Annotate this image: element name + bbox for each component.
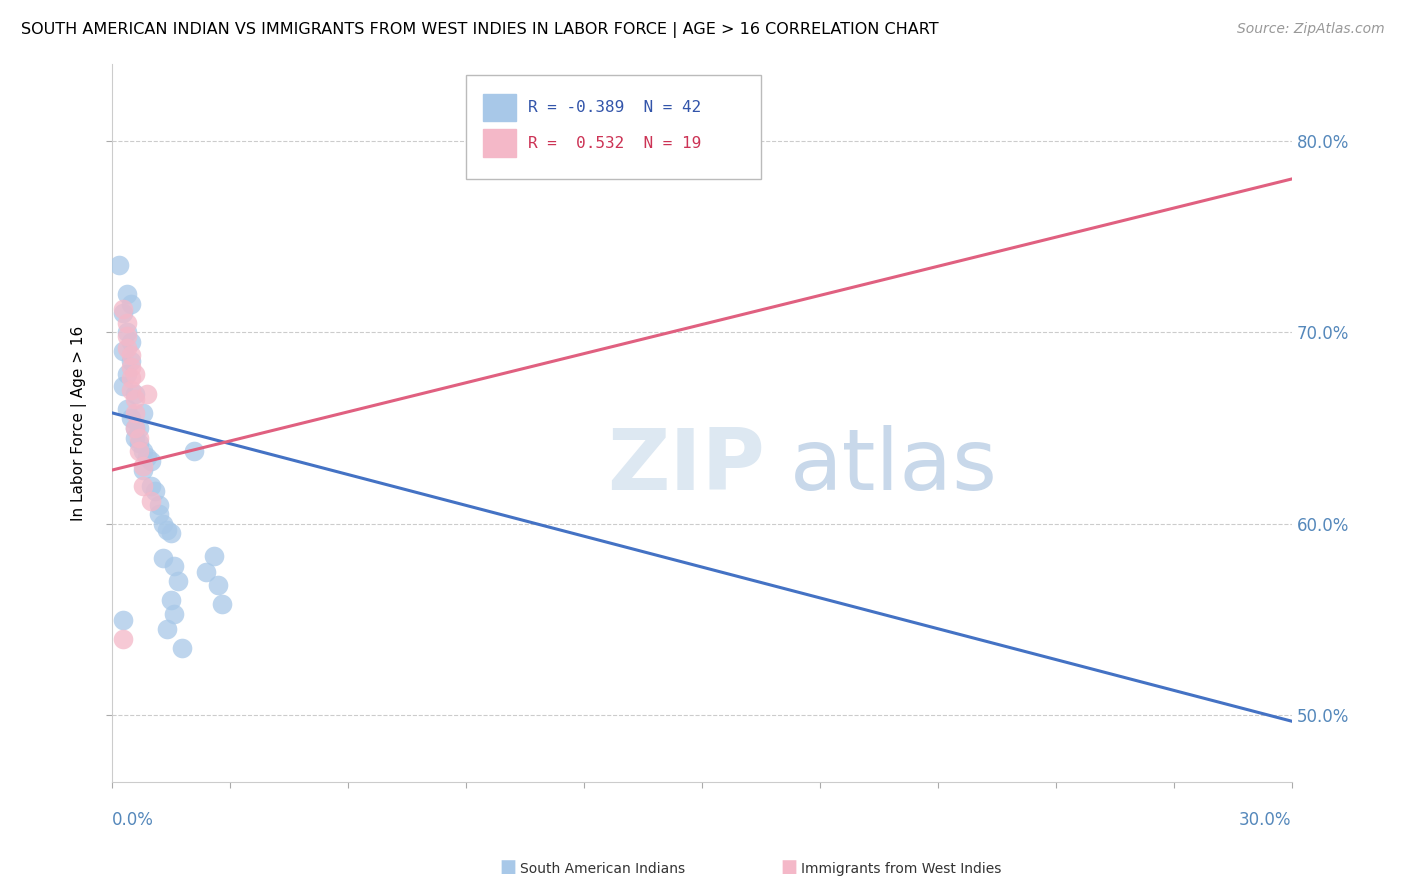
Point [124, 421, 146, 435]
Point [117, 329, 139, 343]
Point [124, 421, 146, 435]
Point [120, 348, 142, 362]
Point [136, 386, 159, 401]
Point [148, 508, 170, 522]
Point [117, 316, 139, 330]
Point [132, 406, 155, 420]
Point [112, 379, 135, 393]
Text: 30.0%: 30.0% [1239, 811, 1292, 830]
Point [211, 597, 233, 611]
Text: Immigrants from West Indies: Immigrants from West Indies [801, 862, 1002, 876]
Point [117, 368, 139, 382]
Text: SOUTH AMERICAN INDIAN VS IMMIGRANTS FROM WEST INDIES IN LABOR FORCE | AGE > 16 C: SOUTH AMERICAN INDIAN VS IMMIGRANTS FROM… [21, 22, 939, 38]
Point [132, 463, 155, 477]
Point [139, 478, 162, 492]
Point [112, 302, 135, 317]
Point [139, 493, 162, 508]
Point [120, 411, 142, 425]
Point [132, 478, 155, 492]
Point [132, 444, 155, 458]
Point [202, 549, 225, 564]
FancyBboxPatch shape [465, 75, 761, 179]
Point [124, 406, 146, 420]
Text: ■: ■ [780, 858, 797, 876]
Point [124, 368, 146, 382]
Text: ■: ■ [499, 858, 516, 876]
Point [120, 334, 142, 349]
Point [143, 484, 166, 499]
Point [128, 421, 150, 435]
Point [112, 632, 135, 646]
Text: ZIP: ZIP [607, 425, 765, 508]
Point [112, 306, 135, 320]
Point [117, 401, 139, 416]
Point [163, 559, 186, 574]
Y-axis label: In Labor Force | Age > 16: In Labor Force | Age > 16 [72, 326, 87, 521]
Point [120, 371, 142, 385]
Point [128, 444, 150, 458]
Point [132, 459, 155, 474]
Point [128, 436, 150, 450]
Point [148, 498, 170, 512]
Point [172, 641, 194, 656]
Point [120, 383, 142, 397]
Point [194, 565, 217, 579]
Point [117, 287, 139, 301]
Point [139, 453, 162, 467]
Point [167, 574, 190, 589]
Point [207, 578, 229, 592]
Point [159, 526, 181, 541]
Point [124, 386, 146, 401]
Point [117, 325, 139, 339]
Point [120, 296, 142, 310]
Point [120, 354, 142, 368]
Point [112, 613, 135, 627]
Point [183, 444, 205, 458]
Point [124, 392, 146, 407]
Point [156, 622, 179, 636]
Bar [484, 129, 516, 157]
Point [152, 516, 174, 531]
Point [152, 551, 174, 566]
Point [136, 450, 159, 464]
Text: atlas: atlas [790, 425, 998, 508]
Point [163, 607, 186, 621]
Text: Source: ZipAtlas.com: Source: ZipAtlas.com [1237, 22, 1385, 37]
Point [108, 258, 131, 272]
Point [159, 593, 181, 607]
Point [128, 431, 150, 445]
Text: South American Indians: South American Indians [520, 862, 685, 876]
Point [124, 431, 146, 445]
Text: R =  0.532  N = 19: R = 0.532 N = 19 [529, 136, 702, 151]
Text: 0.0%: 0.0% [111, 811, 153, 830]
Point [156, 523, 179, 537]
Bar [484, 94, 516, 120]
Point [112, 344, 135, 359]
Point [117, 341, 139, 355]
Point [120, 359, 142, 374]
Text: R = -0.389  N = 42: R = -0.389 N = 42 [529, 100, 702, 115]
